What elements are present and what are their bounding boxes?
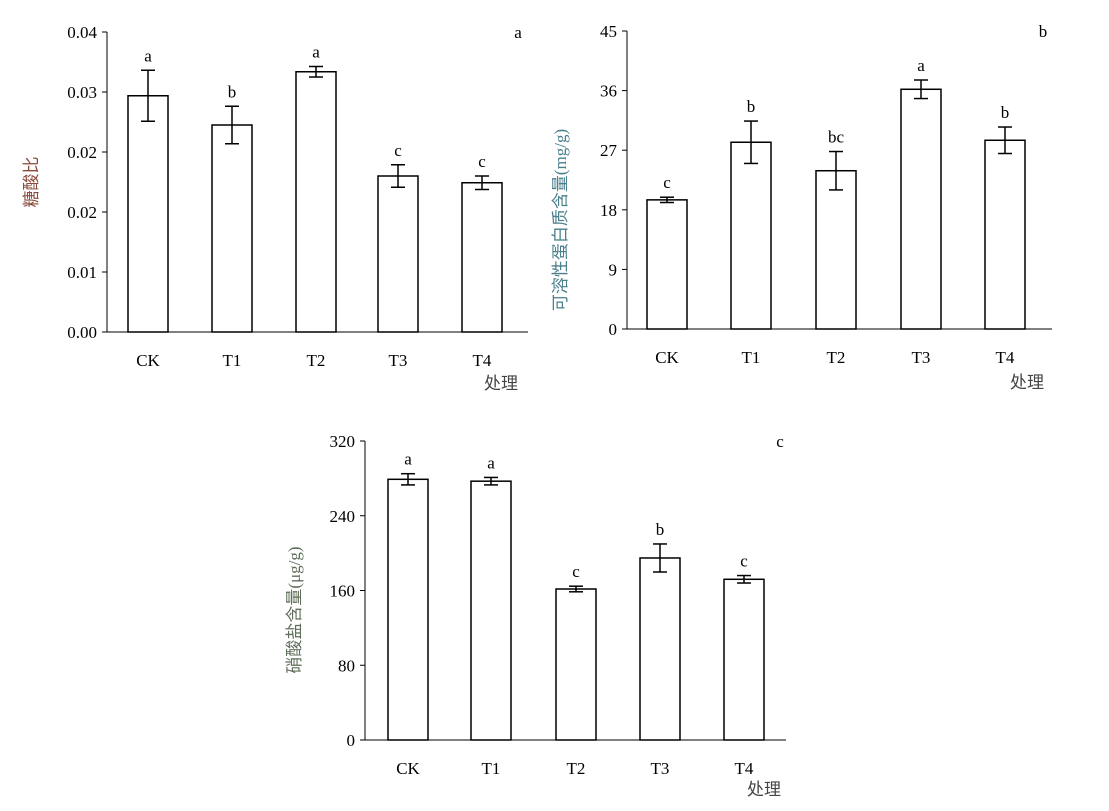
- bar-t3: [900, 88, 942, 330]
- significance-label: b: [656, 520, 665, 539]
- significance-label: c: [478, 152, 486, 171]
- significance-label: b: [228, 82, 237, 101]
- y-axis-label: 可溶性蛋白质含量(mg/g): [551, 129, 570, 311]
- bar-t4: [723, 578, 765, 741]
- y-tick-label: 18: [600, 201, 617, 220]
- bar-t3: [377, 175, 419, 333]
- y-tick-label: 0.00: [67, 323, 97, 342]
- significance-label: c: [663, 173, 671, 192]
- x-tick-label: CK: [396, 759, 420, 778]
- x-tick-label: T2: [567, 759, 586, 778]
- y-axis-label: 硝酸盐含量(μg/g): [285, 546, 304, 673]
- y-tick-label: 0.02: [67, 203, 97, 222]
- x-tick-label: T4: [473, 351, 492, 370]
- y-tick-label: 0.04: [67, 23, 97, 42]
- y-axis-label: 糖酸比: [22, 157, 41, 208]
- panel-c: 0 80 160 240 320 a CK a T1 c T2 b T3 c T4 处理 硝酸盐含量(μg/g)…: [285, 432, 786, 799]
- x-tick-label: T1: [223, 351, 242, 370]
- bar-ck: [646, 199, 688, 330]
- x-axis-label: 处理: [747, 780, 781, 799]
- x-tick-label: T4: [996, 348, 1015, 367]
- bar-t2: [295, 71, 337, 333]
- x-tick-label: T3: [389, 351, 408, 370]
- x-axis-label: 处理: [484, 374, 518, 393]
- bar-t2: [815, 169, 857, 330]
- x-tick-label: T3: [651, 759, 670, 778]
- significance-label: c: [572, 562, 580, 581]
- significance-label: a: [487, 453, 495, 472]
- y-tick-label: 0: [609, 320, 618, 339]
- bar-t4: [461, 182, 503, 333]
- y-tick-label: 0.01: [67, 263, 97, 282]
- significance-label: a: [917, 56, 925, 75]
- x-tick-label: CK: [655, 348, 679, 367]
- x-tick-label: T1: [742, 348, 761, 367]
- significance-label: a: [312, 43, 320, 62]
- x-tick-label: CK: [136, 351, 160, 370]
- significance-label: c: [740, 552, 748, 571]
- panel-b: 0 9 18 27 36 45 c CK b T1 bc T2 a T3 b T4 处理 可溶性蛋白质含量(mg/…: [551, 22, 1052, 392]
- y-tick-label: 36: [600, 82, 617, 101]
- significance-label: a: [404, 450, 412, 469]
- bar-t3: [639, 557, 681, 741]
- significance-label: bc: [828, 128, 845, 147]
- y-tick-label: 320: [330, 432, 356, 451]
- x-tick-label: T1: [482, 759, 501, 778]
- panel-label: c: [776, 432, 784, 451]
- bar-t1: [470, 480, 512, 741]
- x-tick-label: T2: [307, 351, 326, 370]
- y-tick-label: 9: [609, 260, 618, 279]
- bar-ck: [387, 478, 429, 741]
- y-tick-label: 0.02: [67, 143, 97, 162]
- y-tick-label: 240: [330, 507, 356, 526]
- y-tick-label: 0.03: [67, 83, 97, 102]
- x-tick-label: T2: [827, 348, 846, 367]
- significance-label: b: [747, 97, 756, 116]
- bar-t1: [730, 141, 772, 330]
- panel-a: 0.00 0.01 0.02 0.02 0.03 0.04 a CK b T1 a T2 c T3 c T4 处…: [22, 23, 528, 393]
- x-tick-label: T3: [912, 348, 931, 367]
- bar-t4: [984, 139, 1026, 330]
- y-tick-label: 80: [338, 656, 355, 675]
- bar-ck: [127, 95, 169, 333]
- y-tick-label: 0: [347, 731, 356, 750]
- y-tick-label: 160: [330, 582, 356, 601]
- significance-label: a: [144, 46, 152, 65]
- panel-label: b: [1039, 22, 1048, 41]
- x-tick-label: T4: [735, 759, 754, 778]
- y-tick-label: 45: [600, 22, 617, 41]
- bar-t2: [555, 588, 597, 741]
- bar-t1: [211, 124, 253, 333]
- x-axis-label: 处理: [1010, 373, 1044, 392]
- panel-label: a: [514, 23, 522, 42]
- significance-label: b: [1001, 103, 1010, 122]
- significance-label: c: [394, 141, 402, 160]
- y-tick-label: 27: [600, 141, 618, 160]
